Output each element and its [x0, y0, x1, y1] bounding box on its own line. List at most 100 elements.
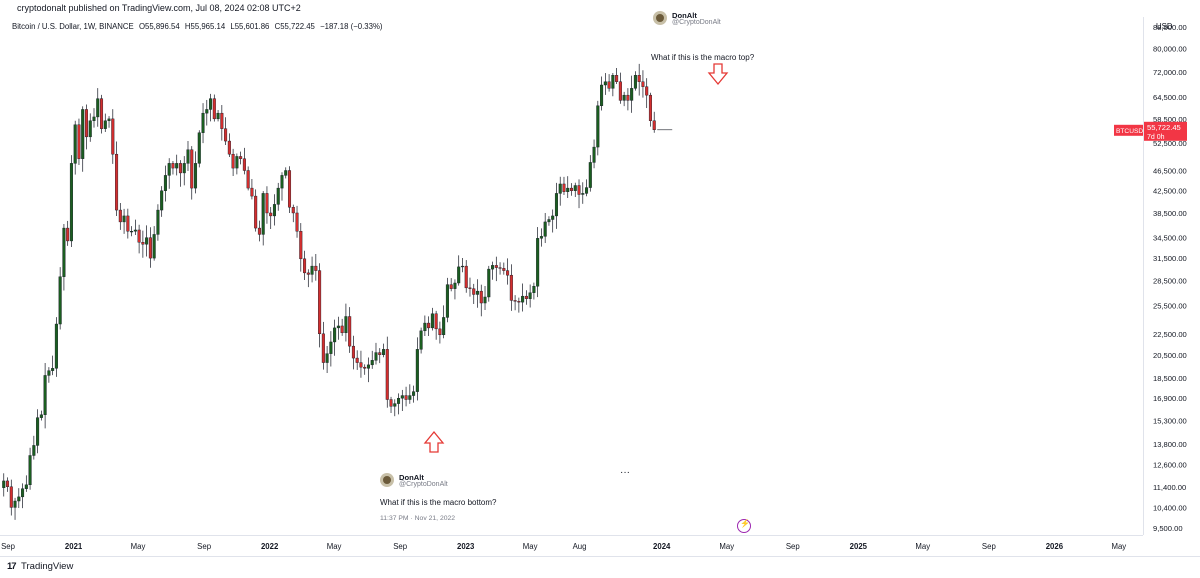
candle-up — [51, 368, 55, 371]
candle-up — [216, 112, 220, 120]
candle — [457, 255, 461, 286]
candle — [227, 133, 231, 158]
candle — [100, 94, 104, 134]
time-tick-label: May — [327, 542, 342, 551]
candle — [366, 357, 370, 383]
candle-down — [438, 328, 442, 336]
candle-down — [148, 237, 152, 259]
candle-up — [156, 209, 160, 235]
candle-up — [336, 325, 340, 329]
candle — [475, 279, 480, 308]
candle-up — [344, 316, 348, 334]
candle-up — [460, 265, 464, 268]
candle — [415, 337, 419, 401]
candle-up — [32, 445, 36, 456]
candle — [513, 295, 517, 311]
candle-up — [13, 500, 17, 508]
tweet-macro-bottom: DonAlt @CryptoDonAlt What if this is the… — [380, 473, 520, 523]
lightning-icon[interactable] — [737, 519, 751, 533]
candle-down — [351, 345, 355, 359]
candle — [521, 283, 525, 312]
candle — [532, 282, 536, 300]
candle-up — [160, 190, 164, 211]
top-bar: cryptodonalt published on TradingView.co… — [0, 0, 1200, 16]
candle-up — [412, 391, 416, 396]
candle — [498, 262, 502, 275]
candle-up — [603, 81, 607, 86]
candle — [355, 350, 359, 370]
candle — [442, 305, 446, 339]
candle — [152, 226, 156, 261]
candle — [633, 71, 637, 91]
candle — [201, 103, 205, 144]
candle-up — [261, 193, 265, 235]
candle-up — [284, 170, 288, 176]
candle-up — [193, 163, 198, 189]
candle — [21, 483, 25, 509]
candle-down — [648, 94, 652, 121]
candle — [378, 348, 382, 364]
candle — [648, 92, 652, 127]
candle — [645, 78, 649, 109]
candle-up — [483, 296, 487, 304]
tweet-author: DonAlt — [672, 11, 697, 20]
candle — [242, 147, 246, 175]
avatar — [653, 11, 667, 25]
candle — [573, 182, 577, 198]
candle — [502, 262, 506, 275]
candle — [596, 100, 600, 156]
candle — [246, 166, 250, 191]
candle-up — [453, 282, 457, 289]
price-scale[interactable]: 88,000.00 80,000.00 72,000.00 64,500.00 58,5… — [1143, 17, 1200, 535]
candle — [543, 212, 547, 244]
candle-up — [325, 353, 329, 363]
candle-down — [306, 272, 310, 275]
price-tick-label: 31,500.00 — [1153, 254, 1187, 263]
symbol-badge-label: BTCUSD — [1116, 128, 1143, 135]
candle — [321, 321, 325, 370]
candle-down — [257, 227, 261, 235]
candle — [566, 176, 570, 199]
candle-up — [588, 162, 592, 188]
candle-up — [397, 397, 401, 404]
candlestick-chart[interactable]: BTCUSD — [0, 17, 1143, 535]
candle-down — [231, 153, 235, 169]
candle-down — [299, 231, 303, 260]
candle — [374, 342, 378, 365]
price-axis: 88,000.00 80,000.00 72,000.00 64,500.00 58,5… — [1144, 23, 1187, 533]
symbol-title[interactable]: Bitcoin / U.S. Dollar, 1W, BINANCE — [12, 22, 134, 31]
ohlc-low: L55,601.86 — [230, 22, 270, 31]
candle — [517, 297, 521, 313]
time-tick-label: 2022 — [261, 542, 279, 551]
time-tick-label: Sep — [1, 542, 16, 551]
tradingview-logo-icon: 17 — [7, 561, 17, 572]
time-tick-label: Sep — [982, 542, 997, 551]
tweet-text: What if this is the macro top? — [651, 53, 755, 62]
candle — [257, 220, 261, 242]
candle — [193, 151, 198, 194]
candle — [615, 68, 619, 85]
candle — [539, 228, 543, 247]
price-tick-label: 25,500.00 — [1153, 302, 1187, 311]
candle-up — [43, 375, 47, 415]
candle-down — [517, 301, 521, 303]
time-scale[interactable]: Sep 2021 May Sep 2022 May Sep 2023 May Aug 2024 May… — [0, 535, 1143, 556]
candle — [585, 179, 589, 197]
currency-label[interactable]: USD — [1156, 22, 1173, 31]
candle — [287, 166, 292, 213]
chart-pane[interactable]: BTCUSD — [0, 17, 1143, 535]
more-options-icon[interactable]: ··· — [620, 467, 630, 478]
candle — [167, 158, 171, 189]
candle — [363, 364, 367, 375]
candle-down — [562, 183, 566, 192]
time-tick-label: May — [523, 542, 538, 551]
candle — [637, 63, 641, 96]
tradingview-brand[interactable]: 17 TradingView — [7, 561, 73, 572]
candle-up — [539, 236, 543, 239]
candle — [209, 93, 213, 122]
candle-up — [547, 219, 551, 223]
candle-up — [445, 284, 449, 318]
candle — [276, 182, 280, 211]
tweet-timestamp: 11:37 PM · Nov 21, 2022 — [380, 515, 456, 522]
candle-down — [404, 395, 408, 400]
